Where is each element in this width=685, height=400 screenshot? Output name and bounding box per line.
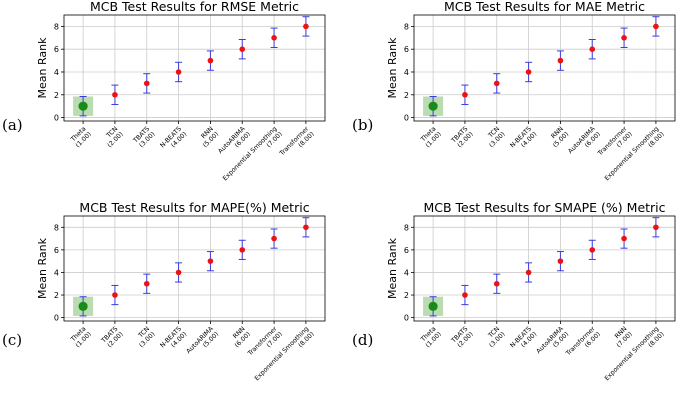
chart-1-frame — [413, 14, 676, 122]
chart-1-point — [493, 80, 500, 87]
chart-1-xtick-label: AutoARIMA(6.00) — [567, 125, 602, 160]
chart-1-title: MCB Test Results for MAE Metric — [444, 0, 645, 14]
chart-2-point — [143, 280, 150, 287]
chart-2-ytick-label: 4 — [54, 268, 59, 277]
chart-2-point — [207, 258, 214, 264]
chart-3-point — [653, 224, 659, 231]
chart-1-ytick-label: 6 — [404, 45, 409, 54]
chart-2-ylabel: Mean Rank — [36, 237, 49, 299]
chart-2-point — [175, 269, 182, 276]
chart-3-ylabel: Mean Rank — [386, 237, 399, 299]
chart-2-xtick-label: Theta(1.00) — [69, 325, 93, 349]
chart-2-ytick-label: 8 — [54, 223, 59, 232]
chart-0-point — [175, 69, 182, 75]
chart-3-xtick-label: RNN(7.00) — [610, 325, 634, 349]
chart-2-ytick-label: 0 — [54, 314, 59, 323]
chart-1-best-point — [428, 101, 438, 111]
chart-3-xtick-label: Theta(1.00) — [419, 325, 443, 349]
chart-0-point — [271, 34, 277, 41]
chart-0-panel-label: (a) — [2, 116, 23, 134]
chart-3-point — [493, 280, 500, 287]
chart-0-ytick-label: 4 — [54, 68, 59, 77]
chart-1-xtick-label: TCN(3.00) — [483, 125, 507, 149]
chart-0-xtick-label: N-BEATS(4.00) — [159, 125, 188, 154]
chart-3-ytick-label: 4 — [404, 268, 409, 277]
chart-2-title: MCB Test Results for MAPE(%) Metric — [79, 200, 309, 215]
chart-3-ytick-label: 6 — [404, 246, 409, 255]
chart-2-best-point — [78, 301, 88, 311]
chart-3-xtick-label: Transformer(6.00) — [564, 325, 602, 363]
chart-3-point — [589, 247, 596, 253]
chart-3-title: MCB Test Results for SMAPE (%) Metric — [423, 200, 665, 215]
chart-0-point — [112, 91, 118, 98]
chart-1-ylabel: Mean Rank — [386, 37, 399, 99]
chart-0-xtick-label: Transformer(8.00) — [278, 125, 316, 163]
chart-2-xtick-label: RNN(6.00) — [228, 325, 252, 349]
chart-0-ylabel: Mean Rank — [36, 37, 49, 99]
chart-0-xtick-label: Theta(1.00) — [69, 125, 93, 149]
chart-0-best-point — [78, 101, 88, 111]
chart-2-point — [112, 292, 118, 298]
chart-2-xtick-label: TBATS(2.00) — [100, 325, 125, 350]
chart-1-point — [621, 34, 627, 41]
chart-1-point — [589, 46, 596, 52]
chart-3-xtick-label: TCN(3.00) — [483, 325, 507, 349]
chart-2-xtick-label: TCN(3.00) — [133, 325, 157, 349]
chart-3-xtick-label: AutoARIMA(5.00) — [535, 325, 570, 360]
chart-1-xtick-label: Theta(1.00) — [419, 125, 443, 149]
chart-1-point — [653, 23, 659, 30]
chart-2-point — [303, 224, 309, 231]
chart-0-frame — [63, 14, 326, 122]
chart-2: (c) MCB Test Results for MAPE(%) Metric Me… — [2, 200, 326, 382]
chart-0-point — [239, 46, 246, 52]
chart-0-point — [303, 23, 309, 30]
chart-0-ytick-label: 0 — [54, 114, 59, 123]
chart-3-panel-label: (d) — [352, 331, 373, 349]
chart-2-point — [271, 235, 277, 242]
chart-3-ytick-label: 0 — [404, 314, 409, 323]
chart-2-ytick-label: 6 — [54, 246, 59, 255]
chart-0-xtick-label: TCN(2.00) — [101, 125, 125, 149]
chart-3-ytick-label: 8 — [404, 223, 409, 232]
chart-1-point — [525, 69, 532, 75]
chart-3-point — [462, 292, 468, 298]
chart-0-point — [207, 57, 214, 64]
chart-0-point — [143, 80, 150, 87]
chart-3-point — [557, 258, 564, 264]
chart-2-frame — [63, 215, 326, 322]
chart-2-xtick-label: AutoARIMA(5.00) — [185, 325, 220, 360]
chart-0-ytick-label: 8 — [54, 22, 59, 31]
chart-0-ytick-label: 6 — [54, 45, 59, 54]
chart-0-xtick-label: RNN(5.00) — [196, 125, 220, 149]
chart-1-xtick-label: N-BEATS(4.00) — [509, 125, 538, 154]
chart-3-point — [621, 235, 627, 242]
chart-1-panel-label: (b) — [352, 116, 373, 134]
chart-0-xtick-label: TBATS(3.00) — [131, 125, 156, 150]
chart-3-best-point — [428, 301, 438, 311]
chart-2-point — [239, 247, 246, 253]
chart-3-point — [525, 269, 532, 276]
chart-0: (a) MCB Test Results for RMSE Metric Mean … — [2, 0, 326, 182]
chart-1-point — [557, 57, 564, 64]
chart-3-frame — [413, 215, 676, 322]
chart-1-ytick-label: 2 — [404, 91, 409, 100]
chart-0-ytick-label: 2 — [54, 91, 59, 100]
chart-2-ytick-label: 2 — [54, 291, 59, 300]
chart-3-ytick-label: 2 — [404, 291, 409, 300]
chart-1-ytick-label: 0 — [404, 114, 409, 123]
chart-1: (b) MCB Test Results for MAE Metric Mean R… — [352, 0, 676, 182]
chart-1-ytick-label: 4 — [404, 68, 409, 77]
chart-1-ytick-label: 8 — [404, 22, 409, 31]
chart-3-xtick-label: TBATS(2.00) — [450, 325, 475, 350]
chart-2-panel-label: (c) — [2, 331, 22, 349]
chart-0-title: MCB Test Results for RMSE Metric — [90, 0, 299, 14]
chart-3: (d) MCB Test Results for SMAPE (%) Metric… — [352, 200, 676, 382]
chart-1-xtick-label: TBATS(2.00) — [450, 125, 475, 150]
chart-1-xtick-label: RNN(5.00) — [546, 125, 570, 149]
chart-1-point — [462, 91, 468, 98]
